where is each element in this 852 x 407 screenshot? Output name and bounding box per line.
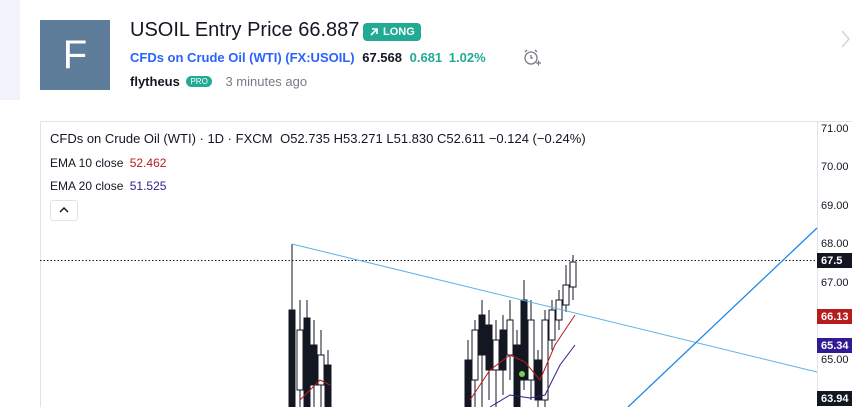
- long-badge: LONG: [363, 23, 421, 41]
- chart-legend: CFDs on Crude Oil (WTI) · 1D · FXCM O52.…: [50, 131, 586, 146]
- price-label: 66.13: [821, 311, 849, 323]
- price: 67.568: [362, 50, 402, 65]
- price-label: 67.5: [821, 255, 842, 267]
- legend-close: C52.611: [437, 131, 486, 146]
- price-axis-label: 65.00: [821, 354, 849, 366]
- legend-symbol: CFDs on Crude Oil (WTI) · 1D · FXCM: [50, 131, 273, 146]
- indicator-value: 52.462: [129, 156, 167, 170]
- change-pct: 1.02%: [448, 50, 486, 65]
- indicator: EMA 10 close 52.462: [50, 156, 166, 170]
- arrow-icon: [370, 28, 378, 36]
- idea-title: USOIL Entry Price 66.887: [130, 19, 360, 41]
- trend-line: [291, 243, 818, 373]
- indicator: EMA 20 close 51.525: [50, 179, 166, 193]
- price-label-box: [817, 309, 852, 324]
- avatar[interactable]: F: [40, 20, 110, 90]
- next-arrow[interactable]: [838, 28, 852, 50]
- symbol-line: CFDs on Crude Oil (WTI) (FX:USOIL) 67.56…: [130, 50, 486, 65]
- time: 3 minutes ago: [225, 74, 308, 89]
- indicator-name: EMA 10 close: [50, 156, 124, 170]
- alarm-icon[interactable]: [522, 48, 542, 68]
- ema10-line: [299, 314, 576, 401]
- author-line: flytheus PRO 3 minutes ago: [130, 74, 307, 89]
- legend-open: O52.735: [280, 131, 330, 146]
- trend-line: [627, 227, 818, 407]
- indicator-value: 51.525: [129, 179, 167, 193]
- pro-badge: PRO: [186, 76, 212, 87]
- price-label-box: [817, 391, 852, 406]
- price-axis-label: 68.00: [821, 238, 849, 250]
- symbol-name[interactable]: CFDs on Crude Oil (WTI): [130, 50, 282, 65]
- symbol-code[interactable]: (FX:USOIL): [285, 50, 355, 65]
- candles: [288, 244, 577, 407]
- side-strip: [0, 0, 20, 100]
- change: 0.681: [409, 50, 443, 65]
- legend-high: H53.271: [333, 131, 383, 146]
- ema20-line: [489, 344, 576, 407]
- legend-low: L51.830: [386, 131, 434, 146]
- collapse-button[interactable]: [50, 200, 78, 221]
- signal-dot: [519, 371, 525, 377]
- indicator-name: EMA 20 close: [50, 179, 124, 193]
- price-label-box: [817, 253, 852, 268]
- legend-change: −0.124 (−0.24%): [488, 131, 586, 146]
- price-label-box: [817, 338, 852, 353]
- price-label: 63.94: [821, 393, 849, 405]
- price-label: 65.34: [821, 340, 849, 352]
- price-axis-label: 71.00: [821, 123, 849, 135]
- price-axis-label: 70.00: [821, 161, 849, 173]
- price-axis-label: 67.00: [821, 277, 849, 289]
- chevron-up: [59, 206, 69, 213]
- price-axis-label: 69.00: [821, 200, 849, 212]
- badge-text: LONG: [383, 26, 415, 38]
- author[interactable]: flytheus: [130, 74, 180, 89]
